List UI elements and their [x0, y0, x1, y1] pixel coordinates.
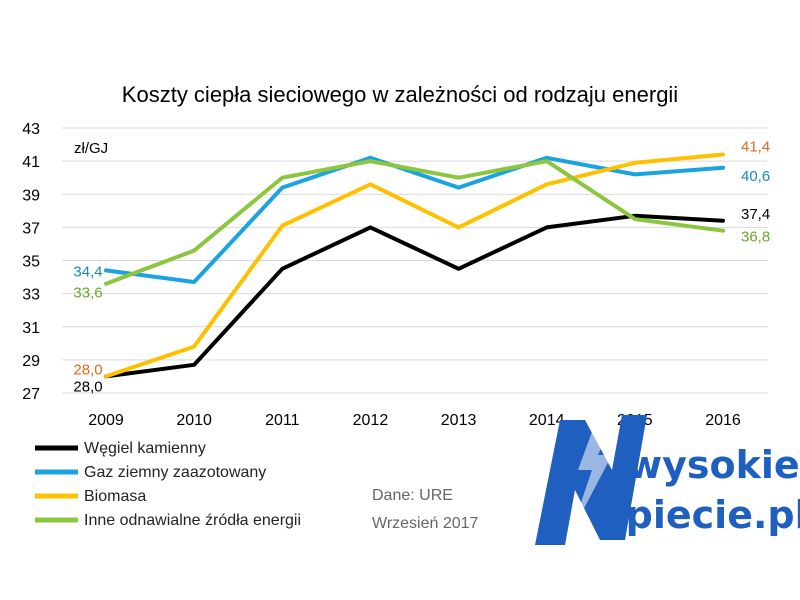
x-tick-label: 2009	[88, 412, 124, 429]
x-tick-label: 2010	[176, 412, 212, 429]
logo-text-line2: apiecie.pl	[600, 493, 800, 537]
start-value-label: 28,0	[73, 361, 102, 378]
logo-text-line1: wysokie	[627, 443, 800, 487]
y-tick-label: 31	[22, 320, 40, 337]
x-tick-label: 2011	[265, 412, 300, 429]
legend-label: Węgiel kamienny	[84, 440, 206, 457]
end-value-label: 37,4	[741, 206, 770, 223]
legend-label: Gaz ziemny zaazotowany	[84, 464, 266, 481]
y-tick-label: 27	[22, 386, 40, 403]
end-value-label: 41,4	[741, 139, 770, 156]
chart-title: Koszty ciepła sieciowego w zależności od…	[122, 82, 678, 107]
y-tick-label: 41	[22, 154, 40, 171]
series-line	[104, 152, 725, 379]
logo: wysokie apiecie.pl	[535, 410, 800, 545]
source-text: Dane: URE	[372, 487, 453, 504]
series-lines	[104, 152, 725, 379]
start-value-label: 34,4	[73, 263, 102, 280]
end-value-label: 40,6	[741, 168, 770, 185]
x-tick-label: 2013	[441, 412, 477, 429]
lightning-bolt-icon	[570, 410, 618, 535]
x-axis-ticks: 20092010201120122013201420152016	[88, 412, 741, 429]
unit-label: zł/GJ	[74, 140, 108, 157]
legend-label: Biomasa	[84, 488, 146, 505]
start-value-label: 28,0	[73, 378, 102, 395]
y-tick-label: 35	[22, 254, 40, 271]
y-tick-label: 37	[22, 220, 40, 237]
y-tick-label: 33	[22, 287, 40, 304]
end-value-label: 36,8	[741, 229, 770, 246]
series-line	[104, 155, 725, 284]
x-tick-label: 2016	[705, 412, 741, 429]
y-axis-ticks: 27 29 31 33 35 37 39 41 43	[22, 121, 40, 403]
start-value-label: 33,6	[73, 285, 102, 302]
series-line	[104, 159, 725, 286]
legend-label: Inne odnawialne źródła energii	[84, 512, 301, 529]
y-tick-label: 29	[22, 353, 40, 370]
x-tick-label: 2014	[529, 412, 565, 429]
y-tick-label: 43	[22, 121, 40, 138]
y-tick-label: 39	[22, 187, 40, 204]
series-line	[104, 213, 725, 379]
source-date: Wrzesień 2017	[372, 515, 479, 532]
gridlines	[62, 127, 768, 394]
data-labels: 28,0 37,4 34,4 40,6 28,0 41,4 33,6 36,8	[73, 139, 770, 396]
x-tick-label: 2012	[353, 412, 389, 429]
legend: Węgiel kamienny Gaz ziemny zaazotowany Bio…	[35, 440, 301, 529]
